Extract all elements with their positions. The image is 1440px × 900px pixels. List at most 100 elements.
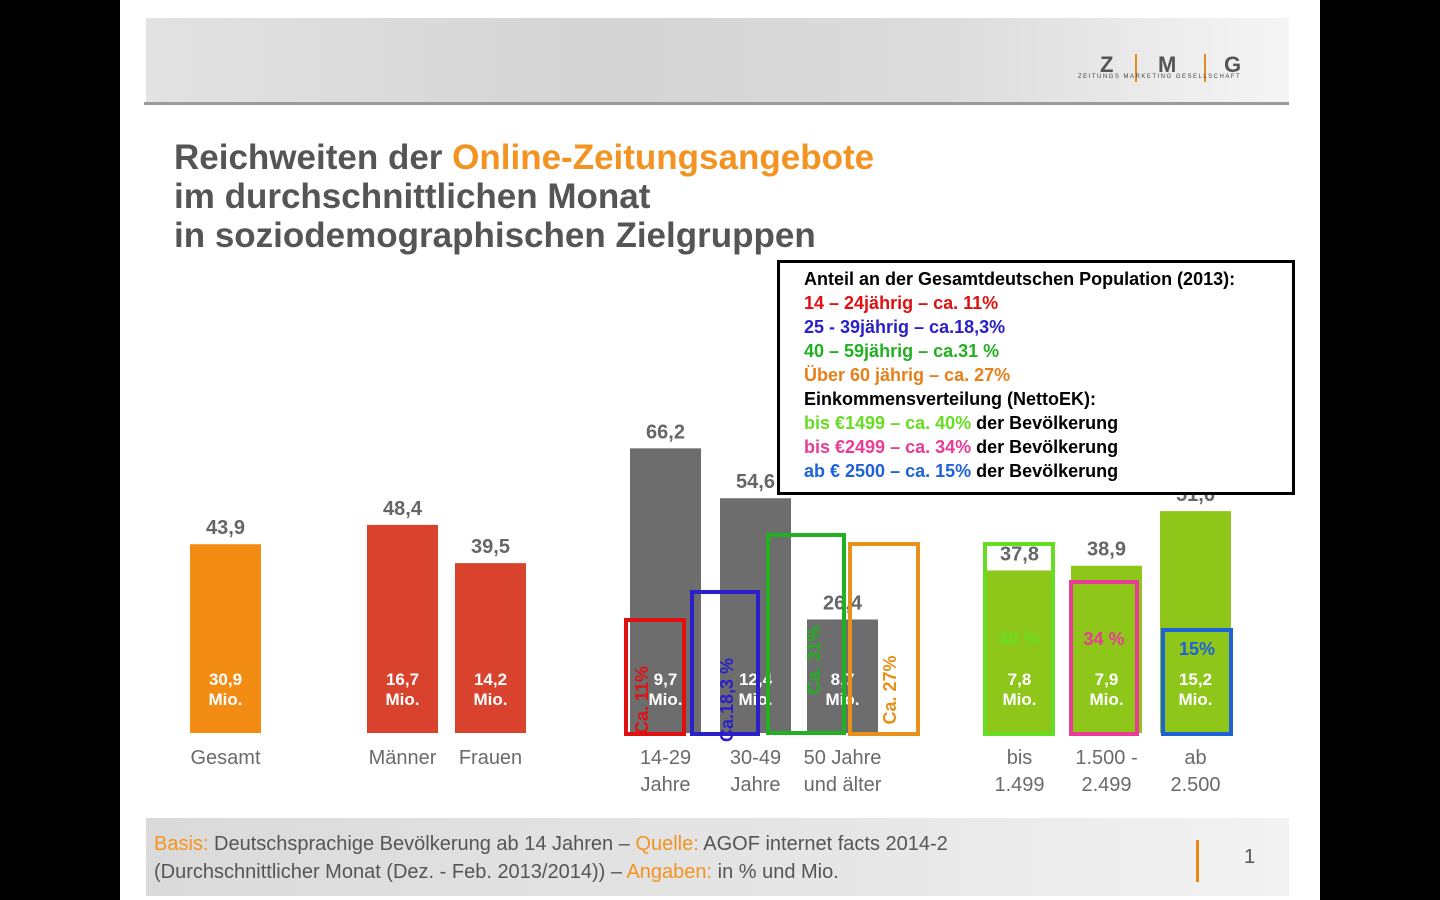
category-label-line: 14-29 xyxy=(639,747,692,769)
bar-inner-label: 14,2 Mio. xyxy=(474,670,508,709)
angaben-text: in % und Mio. xyxy=(712,861,839,883)
bar-value-label: 37,8 xyxy=(1000,543,1039,565)
bar-value-label: 39,5 xyxy=(471,536,510,558)
bar-inner-label-line: 15,2 xyxy=(1179,670,1212,689)
footer-line2: (Durchschnittlicher Monat (Dez. - Feb. 2… xyxy=(154,861,627,883)
bar-value-label: 38,9 xyxy=(1087,539,1126,561)
category-label-line: 50 Jahre xyxy=(803,747,882,769)
highlight-box xyxy=(848,542,920,736)
category-label-line: 2.499 xyxy=(1081,774,1132,796)
income-line: bis €1499 – ca. 40% der Bevölkerung xyxy=(804,411,1292,435)
category-label: 50 Jahre und älter xyxy=(783,745,903,799)
info-line: 40 – 59jährig – ca.31 % xyxy=(804,341,1000,361)
header-band xyxy=(146,18,1289,102)
bar xyxy=(1160,511,1231,733)
annotation-label: 15% xyxy=(1179,639,1215,659)
category-label: Männer xyxy=(343,745,463,772)
bar-inner-label-line: Mio. xyxy=(1179,690,1213,709)
bar-value-label: 48,4 xyxy=(383,498,423,520)
slide-title: Reichweiten der Online-Zeitungsangebote … xyxy=(174,138,874,255)
category-label-line: Jahre xyxy=(730,774,781,796)
category-label-line: Jahre xyxy=(640,774,691,796)
income-range: ab € 2500 – ca. 15% xyxy=(804,461,972,481)
category-label-line: und älter xyxy=(803,774,882,796)
bar-inner-label-line: 7,9 xyxy=(1095,670,1119,689)
bar-inner-label-line: Mio. xyxy=(1003,690,1037,709)
angaben-label: Angaben: xyxy=(626,861,713,883)
bar-inner-label-line: 12,4 xyxy=(739,670,773,689)
bar-inner-label: 15,2 Mio. xyxy=(1179,670,1213,709)
highlight-box xyxy=(1161,628,1233,736)
bar-inner-label-line: 30,9 xyxy=(209,670,242,689)
income-suffix: der Bevölkerung xyxy=(971,461,1119,481)
slide: Z M G ZEITUNGS MARKETING GESELLSCHAFT Re… xyxy=(120,0,1320,900)
title-line1: Reichweiten der xyxy=(174,138,453,177)
population-info-box: Anteil an der Gesamtdeutschen Population… xyxy=(777,260,1295,495)
bar-value-label: 54,6 xyxy=(736,471,775,493)
logo-subtitle: ZEITUNGS MARKETING GESELLSCHAFT xyxy=(1078,74,1242,80)
bar xyxy=(984,570,1055,733)
category-label: ab 2.500 xyxy=(1136,745,1256,799)
highlight-box xyxy=(1069,580,1139,736)
title-line2: im durchschnittlichen Monat xyxy=(174,177,651,216)
bar-inner-label-line: Mio. xyxy=(649,690,683,709)
title-accent: Online-Zeitungsangebote xyxy=(452,138,875,177)
bar-inner-label: 7,8 Mio. xyxy=(1003,670,1037,709)
bar xyxy=(630,448,701,733)
page-number: 1 xyxy=(1244,846,1256,868)
income-suffix: der Bevölkerung xyxy=(971,413,1119,433)
bar-inner-label: 30,9 Mio. xyxy=(209,670,243,709)
category-label: 30-49 Jahre xyxy=(696,745,816,799)
info-line: Über 60 jährig – ca. 27% xyxy=(804,365,1011,385)
annotation-label: Ca. 27% xyxy=(880,655,900,724)
income-line: ab € 2500 – ca. 15% der Bevölkerung xyxy=(804,459,1292,483)
bar-chart: 43,930,9 Mio.48,416,7 Mio.39,514,2 Mio.66,2… xyxy=(190,421,1233,742)
category-label-line: 2.500 xyxy=(1170,774,1221,796)
bar-inner-label-line: 14,2 xyxy=(474,670,507,689)
category-label-line: 1.500 - xyxy=(1075,747,1138,769)
category-label-line: 1.499 xyxy=(994,774,1045,796)
logo-letter-z: Z xyxy=(1100,52,1114,77)
footer-source-text: Basis: Deutschsprachige Bevölkerung ab 1… xyxy=(154,830,948,886)
title-line3: in soziodemographischen Zielgruppen xyxy=(174,216,816,255)
bar xyxy=(455,563,526,733)
annotation-label: Ca. 11% xyxy=(632,666,652,734)
bar xyxy=(190,544,261,733)
income-range: bis €1499 – ca. 40% xyxy=(804,413,972,433)
bar-inner-label-line: 16,7 xyxy=(386,670,419,689)
bar xyxy=(367,524,438,733)
highlight-box xyxy=(624,618,686,736)
income-line: bis €2499 – ca. 34% der Bevölkerung xyxy=(804,435,1292,459)
category-label: 14-29 Jahre xyxy=(606,745,726,799)
annotation-label: Ca. 31% xyxy=(804,625,824,694)
header-divider xyxy=(144,102,1289,105)
bar-inner-label-line: Mio. xyxy=(209,690,243,709)
info-line: Einkommensverteilung (NettoEK): xyxy=(804,389,1097,409)
category-label: Gesamt xyxy=(166,745,286,772)
category-label-line: ab xyxy=(1184,747,1207,769)
bar-inner-label-line: 9,7 xyxy=(654,670,678,689)
bar-inner-label: 16,7 Mio. xyxy=(386,670,420,709)
info-line: Anteil an der Gesamtdeutschen Population… xyxy=(804,269,1236,289)
category-label-line: Gesamt xyxy=(190,747,261,769)
bar-inner-label: 7,9 Mio. xyxy=(1090,670,1124,709)
logo-divider xyxy=(1135,54,1137,82)
annotation-label: Ca.18,3 % xyxy=(717,658,737,742)
basis-label: Basis: xyxy=(154,833,209,855)
zmg-logo: Z M G ZEITUNGS MARKETING GESELLSCHAFT xyxy=(1078,52,1268,86)
quelle-text: AGOF internet facts 2014-2 xyxy=(698,833,948,855)
logo-letter-g: G xyxy=(1224,52,1242,77)
bar-inner-label: 12,4 Mio. xyxy=(739,670,773,709)
category-label-line: bis xyxy=(1006,747,1033,769)
logo-divider xyxy=(1204,54,1206,82)
category-label-line: Männer xyxy=(368,747,437,769)
bar-inner-label-line: Mio. xyxy=(474,690,508,709)
footer-band xyxy=(146,818,1289,896)
income-suffix: der Bevölkerung xyxy=(971,437,1119,457)
logo-letter-m: M xyxy=(1158,52,1177,77)
bar-value-label: 66,2 xyxy=(646,421,685,443)
bar-inner-label: 9,7 Mio. xyxy=(649,670,683,709)
income-range: bis €2499 – ca. 34% xyxy=(804,437,972,457)
category-label-line: 30-49 xyxy=(729,747,782,769)
category-label: bis 1.499 xyxy=(960,745,1080,799)
